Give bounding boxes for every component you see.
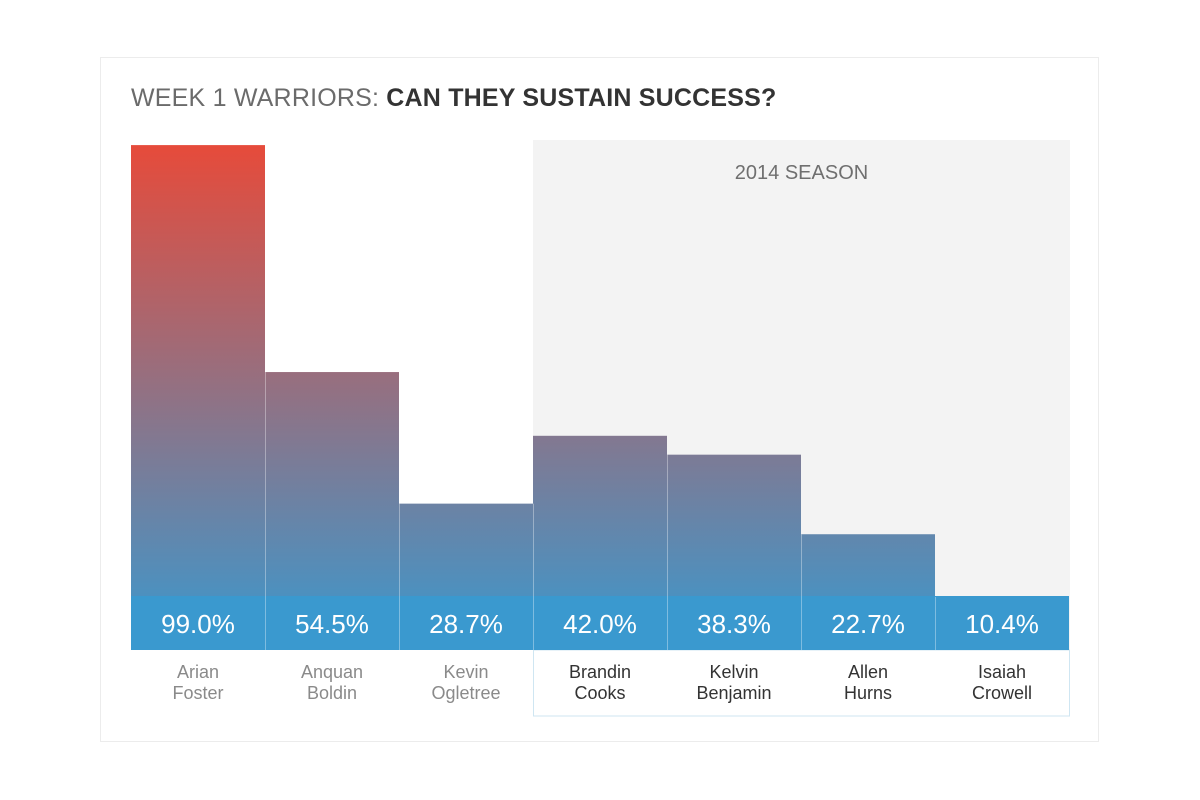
category-label-5-line-0: Allen — [848, 662, 888, 682]
bar-value-band-6 — [935, 596, 1069, 650]
category-label-3-line-1: Cooks — [574, 683, 625, 703]
bar-value-label-5: 22.7% — [831, 609, 905, 639]
chart-title: WEEK 1 WARRIORS: CAN THEY SUSTAIN SUCCES… — [131, 84, 777, 113]
title-emphasis: CAN THEY SUSTAIN SUCCESS? — [386, 84, 777, 112]
season-region-label: 2014 SEASON — [735, 162, 868, 184]
bar-value-band-4 — [667, 596, 801, 650]
category-label-4-line-0: Kelvin — [709, 662, 758, 682]
bar-value-label-3: 42.0% — [563, 609, 637, 639]
category-label-0-line-1: Foster — [172, 683, 223, 703]
bar-value-band-2 — [399, 596, 533, 650]
category-label-4-line-1: Benjamin — [696, 683, 771, 703]
category-label-1-line-0: Anquan — [301, 662, 363, 682]
bar-value-label-4: 38.3% — [697, 609, 771, 639]
category-label-6-line-1: Crowell — [972, 683, 1032, 703]
bar-value-label-1: 54.5% — [295, 609, 369, 639]
bar-value-label-6: 10.4% — [965, 609, 1039, 639]
category-label-0-line-0: Arian — [177, 662, 219, 682]
bar-value-band-1 — [265, 596, 399, 650]
category-label-1-line-1: Boldin — [307, 683, 357, 703]
bar-value-band-3 — [533, 596, 667, 650]
category-label-5-line-1: Hurns — [844, 683, 892, 703]
category-label-2-line-1: Ogletree — [431, 683, 500, 703]
title-prefix: WEEK 1 WARRIORS: — [131, 84, 380, 112]
category-label-3-line-0: Brandin — [569, 662, 631, 682]
category-label-6-line-0: Isaiah — [978, 662, 1026, 682]
bar-value-band-5 — [801, 596, 935, 650]
bar-value-band-0 — [131, 596, 265, 650]
bar-value-label-2: 28.7% — [429, 609, 503, 639]
category-label-2-line-0: Kevin — [443, 662, 488, 682]
season-label-frame — [533, 649, 1070, 717]
bar-value-label-0: 99.0% — [161, 609, 235, 639]
bar-0 — [131, 145, 265, 650]
